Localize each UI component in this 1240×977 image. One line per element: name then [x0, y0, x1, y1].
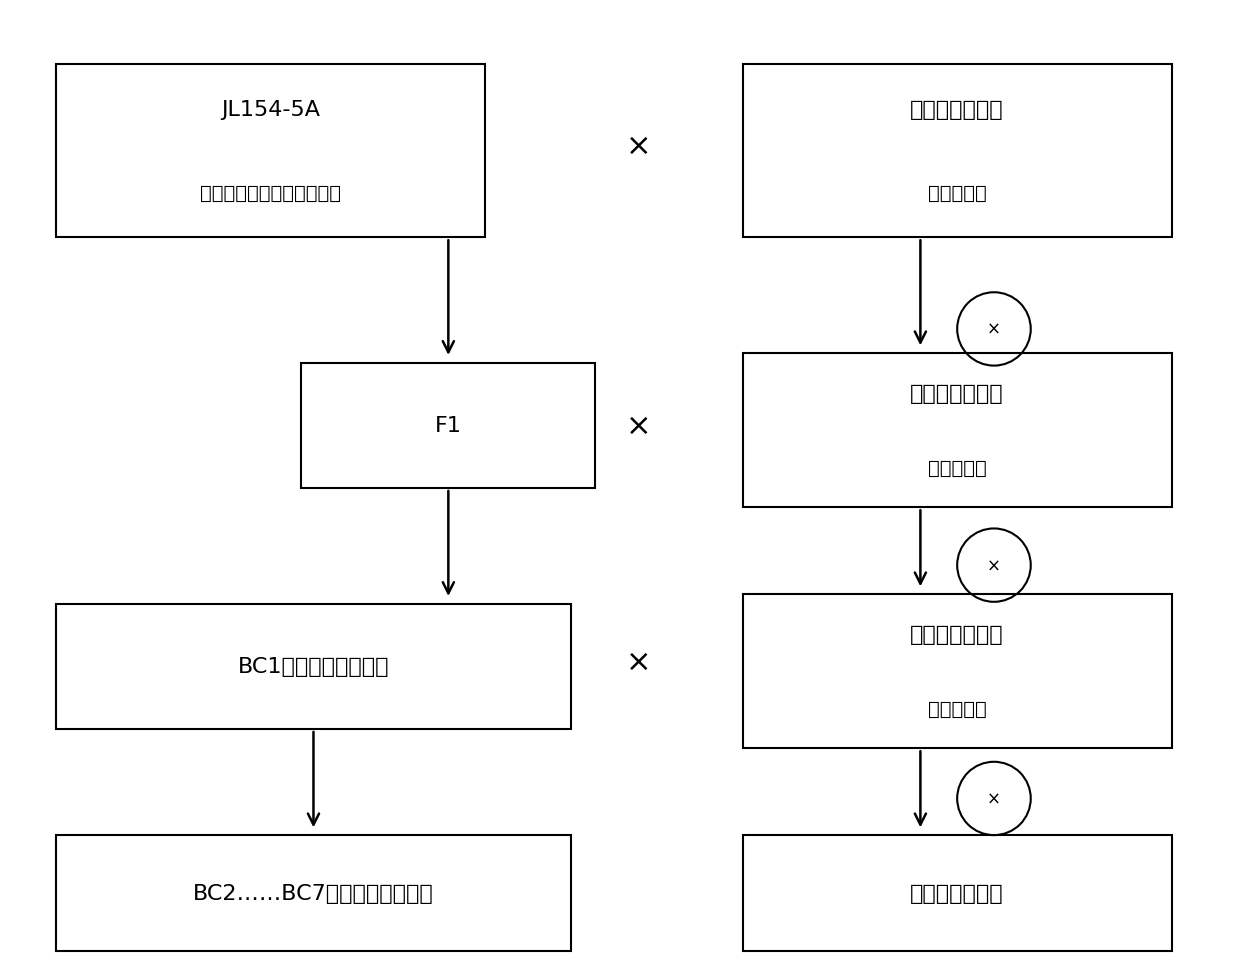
- Bar: [743, 64, 1172, 238]
- Bar: [743, 835, 1172, 951]
- Text: BC1（回交一代株系）: BC1（回交一代株系）: [238, 657, 389, 677]
- Text: ×: ×: [626, 648, 651, 676]
- Bar: [56, 835, 570, 951]
- Text: 宿柄芥优良品种: 宿柄芥优良品种: [910, 384, 1004, 404]
- Text: 宿柄芥优良品种: 宿柄芥优良品种: [910, 100, 1004, 120]
- Text: ×: ×: [987, 320, 1001, 339]
- Text: ×: ×: [626, 411, 651, 441]
- Text: ×: ×: [626, 132, 651, 161]
- Bar: [56, 604, 570, 729]
- Text: （自交系）: （自交系）: [928, 458, 987, 477]
- Text: （自交系）: （自交系）: [928, 184, 987, 202]
- Bar: [56, 64, 485, 238]
- Text: （自交系）: （自交系）: [928, 699, 987, 718]
- Text: 宿柄芥保持系系: 宿柄芥保持系系: [910, 883, 1004, 903]
- Text: F1: F1: [435, 416, 461, 436]
- Bar: [743, 594, 1172, 748]
- Bar: [743, 354, 1172, 508]
- Text: ×: ×: [987, 557, 1001, 574]
- Text: 宿柄芥优良品种: 宿柄芥优良品种: [910, 624, 1004, 645]
- Text: BC2……BC7（宿柄芥不育系）: BC2……BC7（宿柄芥不育系）: [193, 883, 434, 903]
- Text: （茎瘤芥胞质雄性不育系）: （茎瘤芥胞质雄性不育系）: [200, 184, 341, 202]
- Text: JL154-5A: JL154-5A: [221, 100, 320, 120]
- Bar: [301, 363, 595, 488]
- Text: ×: ×: [987, 789, 1001, 808]
